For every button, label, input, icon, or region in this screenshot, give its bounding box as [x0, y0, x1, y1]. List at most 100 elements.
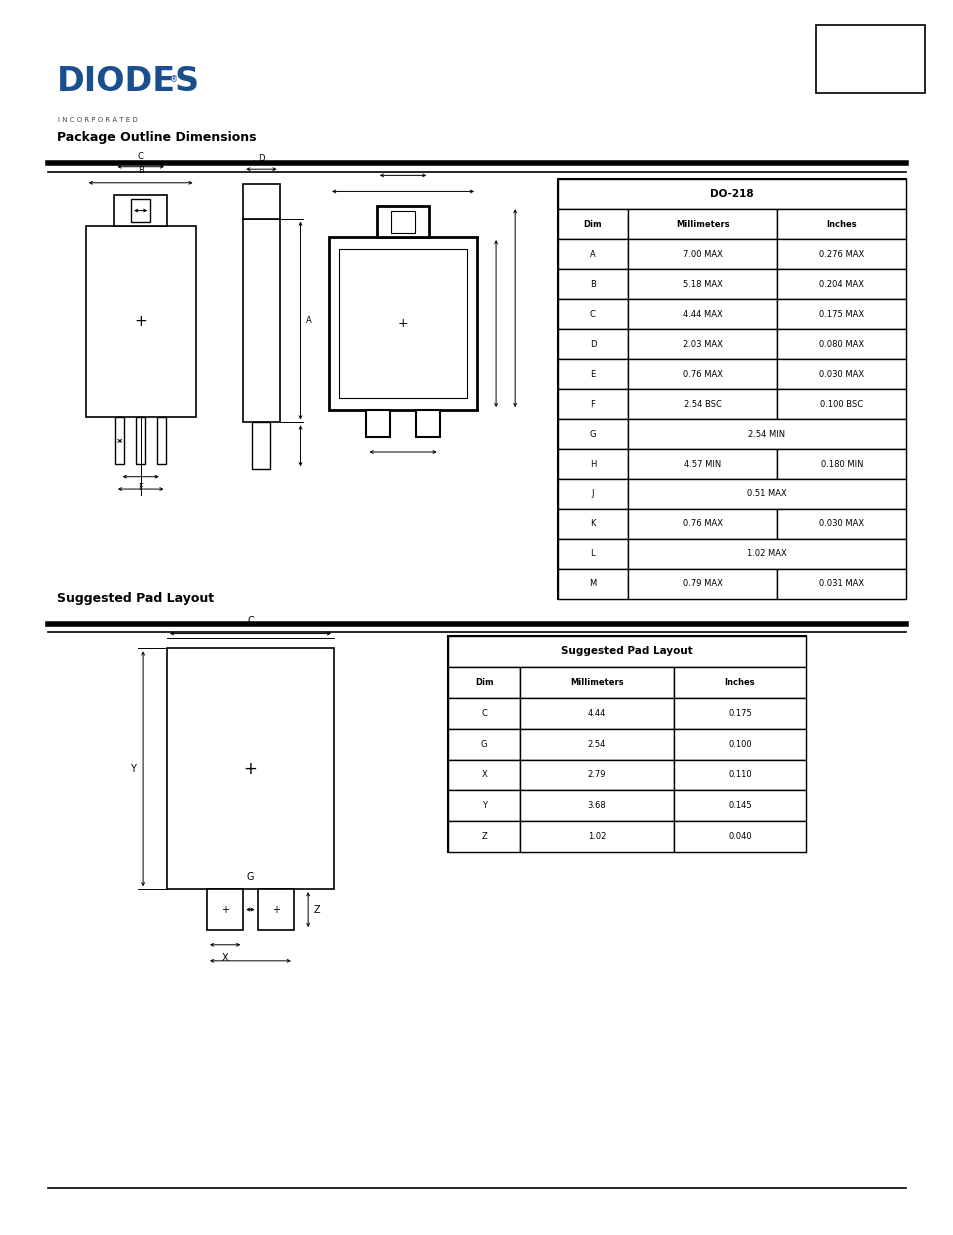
Text: 0.080 MAX: 0.080 MAX	[819, 340, 863, 348]
Bar	[558, 299, 627, 329]
Bar	[519, 667, 673, 698]
Bar	[627, 419, 905, 450]
Text: Suggested Pad Layout: Suggested Pad Layout	[560, 646, 693, 657]
Bar	[777, 269, 905, 299]
Text: X: X	[222, 953, 228, 963]
Text: 0.145: 0.145	[727, 802, 751, 810]
Bar	[777, 209, 905, 240]
Text: Y: Y	[130, 763, 135, 774]
Bar	[777, 569, 905, 599]
Text: 0.76 MAX: 0.76 MAX	[682, 369, 721, 379]
Text: G: G	[480, 740, 487, 748]
Bar	[777, 299, 905, 329]
Text: 2.54 MIN: 2.54 MIN	[748, 430, 784, 438]
Text: 0.175 MAX: 0.175 MAX	[819, 310, 863, 319]
Bar	[366, 410, 390, 437]
Bar	[448, 760, 519, 790]
Text: X: X	[480, 771, 487, 779]
Text: G: G	[589, 430, 596, 438]
Text: +: +	[397, 317, 408, 330]
Bar	[114, 195, 167, 226]
Bar	[627, 240, 777, 269]
Bar	[627, 569, 777, 599]
Bar	[673, 698, 805, 729]
Bar	[777, 509, 905, 538]
Text: Millimeters: Millimeters	[570, 678, 623, 687]
Text: 4.57 MIN: 4.57 MIN	[683, 459, 720, 468]
Text: ®: ®	[170, 75, 178, 84]
Text: +: +	[134, 314, 147, 330]
Bar	[257, 889, 294, 930]
Text: Millimeters: Millimeters	[675, 220, 729, 228]
Bar	[243, 184, 279, 219]
Text: B: B	[137, 167, 144, 175]
Bar	[673, 821, 805, 852]
Text: C: C	[247, 616, 253, 626]
Text: 0.76 MAX: 0.76 MAX	[682, 520, 721, 529]
Text: 2.54 BSC: 2.54 BSC	[683, 399, 720, 409]
Text: H: H	[589, 459, 596, 468]
Bar	[519, 760, 673, 790]
Bar	[627, 359, 777, 389]
Text: Y: Y	[481, 802, 486, 810]
Text: +: +	[243, 760, 257, 778]
Text: 4.44: 4.44	[587, 709, 605, 718]
Bar	[448, 636, 805, 667]
Bar	[376, 206, 429, 237]
Text: DIODES: DIODES	[57, 65, 200, 99]
Text: 0.100 BSC: 0.100 BSC	[820, 399, 862, 409]
Bar	[448, 729, 519, 760]
Bar	[627, 299, 777, 329]
Text: B: B	[589, 279, 596, 289]
Text: 4.44 MAX: 4.44 MAX	[682, 310, 721, 319]
Bar	[627, 389, 777, 419]
Text: 0.51 MAX: 0.51 MAX	[746, 489, 786, 499]
Bar	[673, 790, 805, 821]
Text: Z: Z	[480, 832, 487, 841]
Bar	[558, 509, 627, 538]
Text: M: M	[589, 579, 596, 589]
Bar	[519, 821, 673, 852]
Bar	[448, 790, 519, 821]
Text: Z: Z	[314, 904, 320, 915]
Bar	[558, 450, 627, 479]
Text: +: +	[221, 904, 229, 915]
Bar	[777, 329, 905, 359]
Bar	[448, 821, 519, 852]
Bar	[673, 760, 805, 790]
Text: DO-218: DO-218	[710, 189, 753, 199]
Bar	[627, 479, 905, 509]
Text: 0.175: 0.175	[727, 709, 751, 718]
Bar	[627, 538, 905, 569]
Bar	[156, 417, 166, 464]
Bar	[558, 269, 627, 299]
Bar	[391, 211, 415, 232]
Bar	[558, 209, 627, 240]
Bar	[558, 569, 627, 599]
Text: +: +	[272, 904, 279, 915]
Text: K: K	[590, 520, 595, 529]
Bar	[338, 249, 467, 398]
Bar	[519, 790, 673, 821]
Bar	[627, 329, 777, 359]
Bar	[673, 729, 805, 760]
Text: 0.040: 0.040	[727, 832, 751, 841]
Bar	[135, 417, 145, 464]
Bar	[815, 25, 924, 93]
Text: 2.03 MAX: 2.03 MAX	[682, 340, 721, 348]
Bar	[558, 329, 627, 359]
Bar	[558, 538, 627, 569]
Text: G: G	[247, 872, 253, 882]
Bar	[243, 219, 279, 422]
Text: Inches: Inches	[825, 220, 857, 228]
Text: F: F	[138, 483, 143, 492]
Bar	[627, 450, 777, 479]
Bar	[627, 269, 777, 299]
Text: Dim: Dim	[475, 678, 493, 687]
Bar	[519, 729, 673, 760]
Bar	[777, 450, 905, 479]
Text: C: C	[137, 152, 144, 161]
Text: 1.02 MAX: 1.02 MAX	[746, 550, 786, 558]
Text: 3.68: 3.68	[587, 802, 605, 810]
Bar	[252, 422, 271, 469]
